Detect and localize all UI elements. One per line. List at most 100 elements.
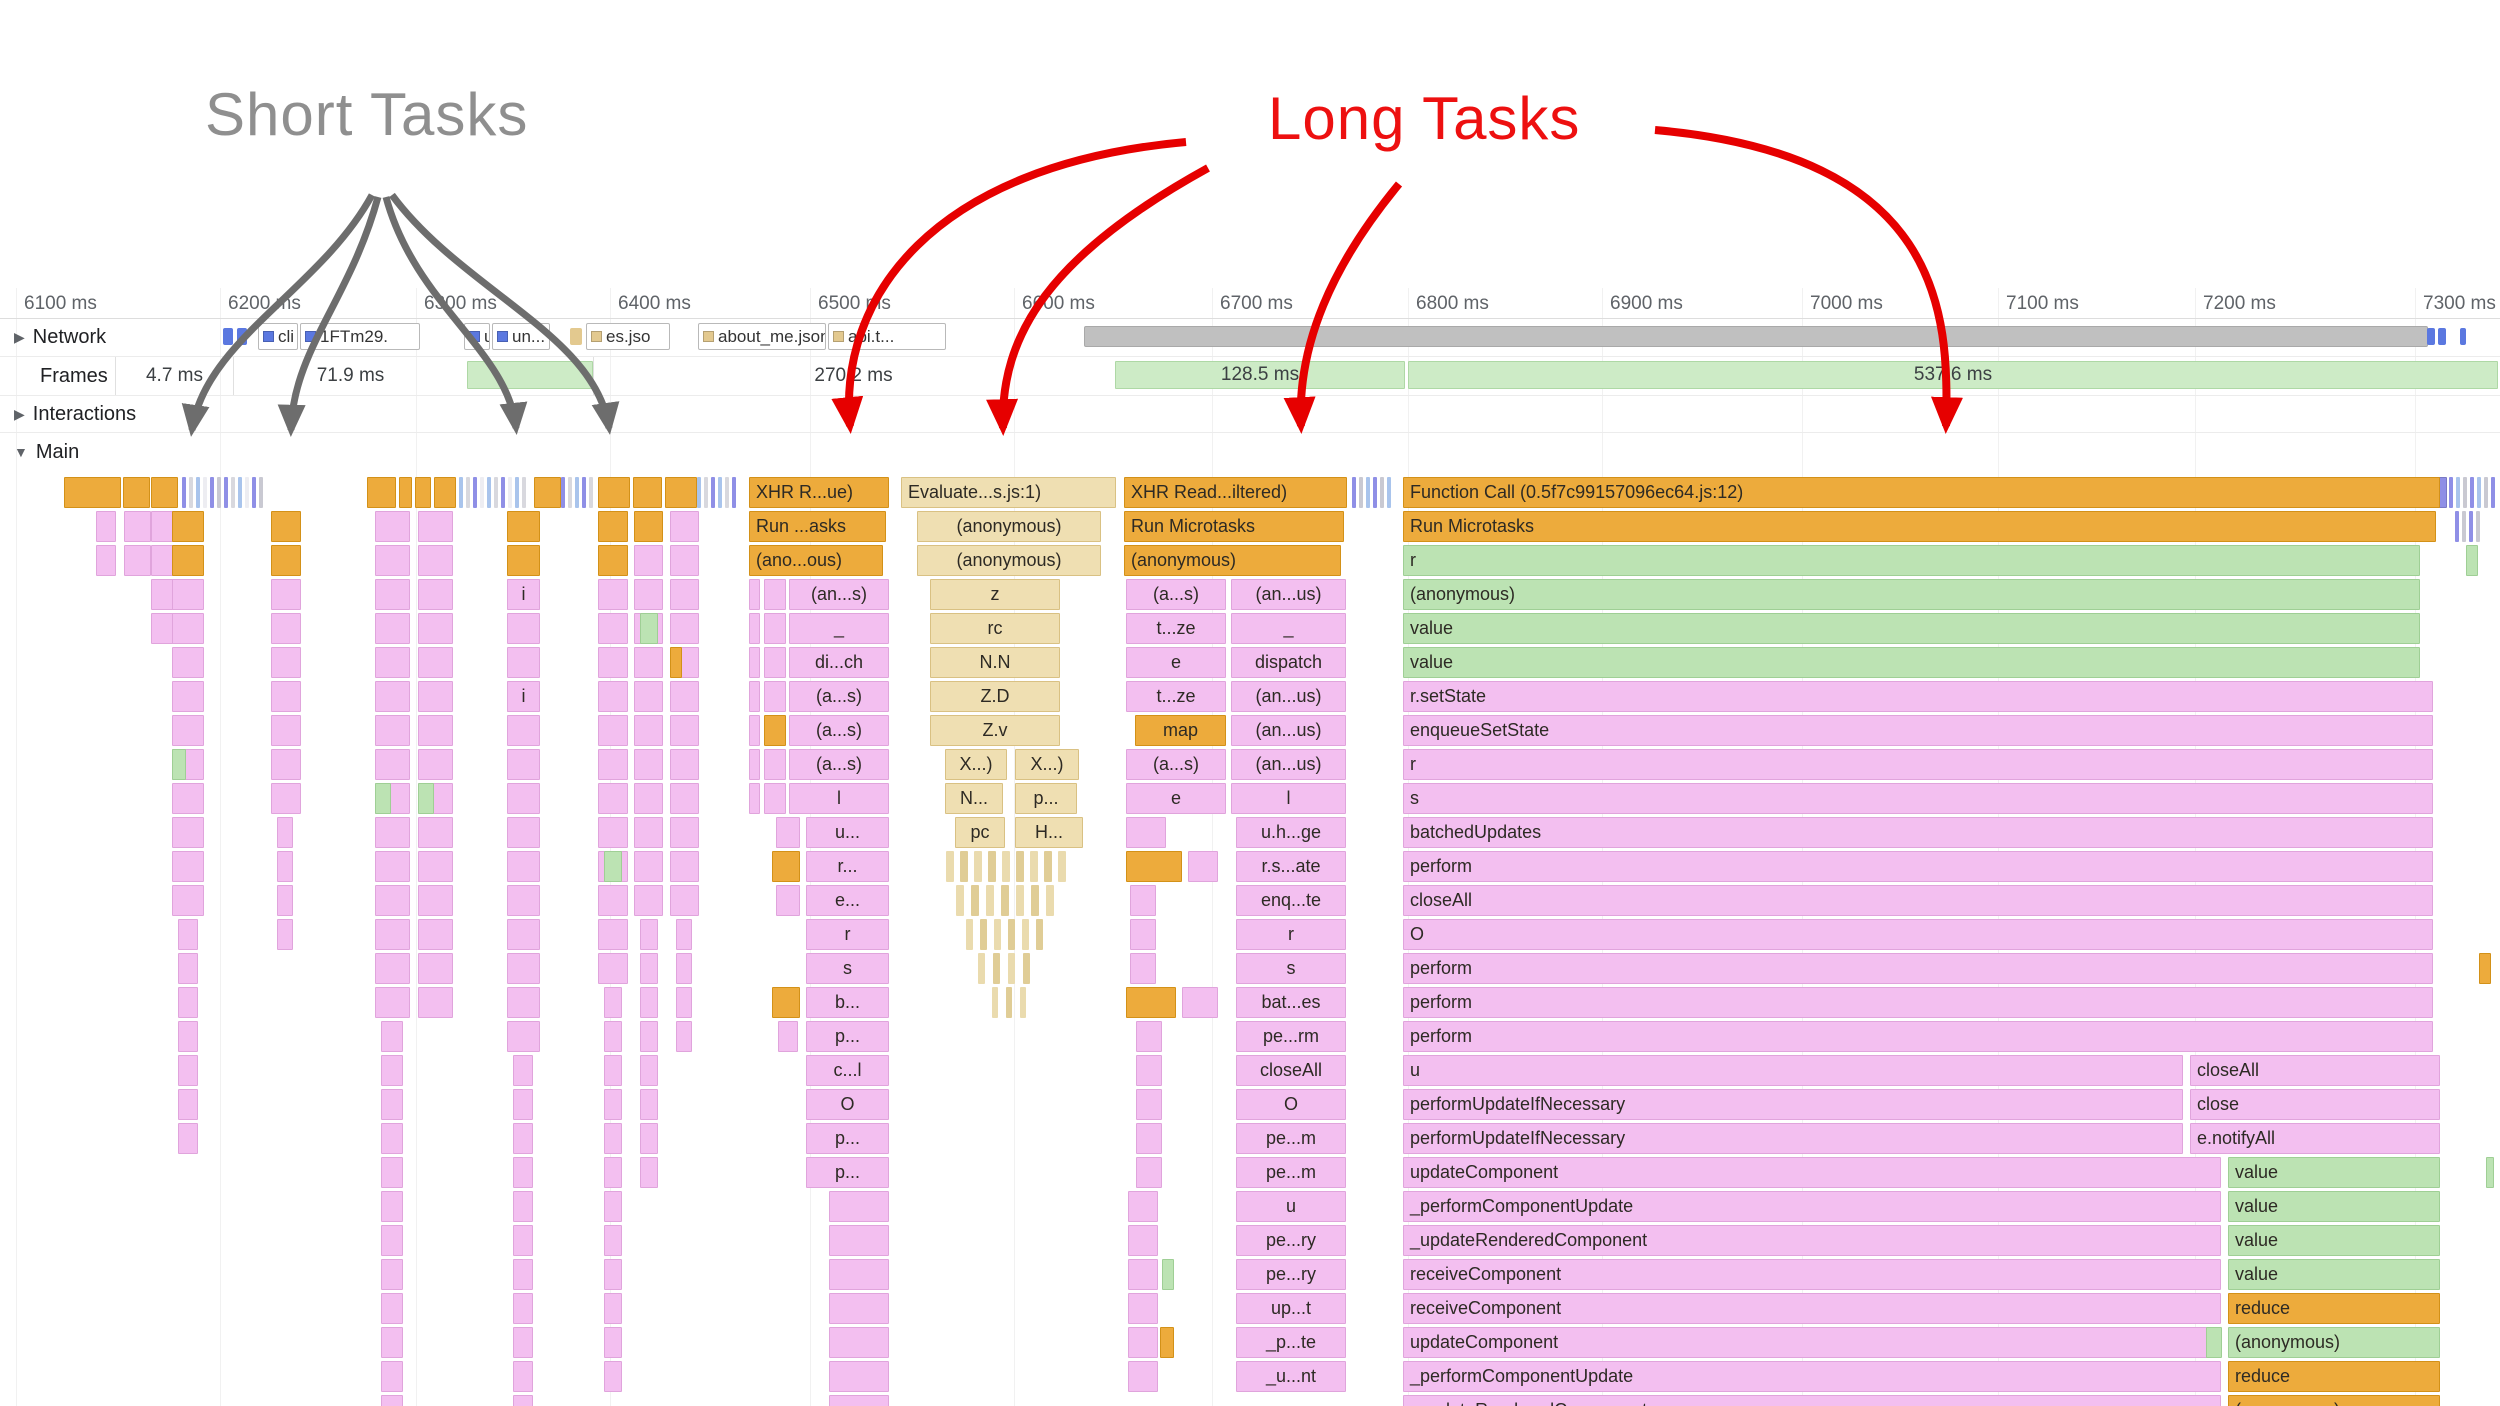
- flame-bar[interactable]: [670, 851, 699, 882]
- flame-bar[interactable]: [381, 1259, 403, 1290]
- flame-bar[interactable]: (a...s): [1126, 579, 1226, 610]
- flame-bar[interactable]: XHR Read...iltered): [1124, 477, 1347, 508]
- flame-bar[interactable]: [749, 613, 760, 644]
- flame-micro-task-stripe[interactable]: [2491, 477, 2495, 508]
- flame-micro-task-stripe[interactable]: [231, 477, 235, 508]
- flame-bar[interactable]: [640, 1123, 658, 1154]
- flame-bar[interactable]: p...: [1015, 783, 1077, 814]
- flame-micro-task-stripe[interactable]: [1020, 987, 1026, 1018]
- flame-bar[interactable]: updateComponent: [1403, 1157, 2221, 1188]
- flame-bar[interactable]: [604, 1123, 622, 1154]
- flame-bar[interactable]: [634, 783, 663, 814]
- flame-micro-task-stripe[interactable]: [2477, 477, 2481, 508]
- flame-bar[interactable]: perform: [1403, 1021, 2433, 1052]
- flame-bar[interactable]: [277, 885, 293, 916]
- flame-micro-task-stripe[interactable]: [480, 477, 484, 508]
- flame-bar[interactable]: value: [2228, 1259, 2440, 1290]
- flame-bar[interactable]: [375, 579, 410, 610]
- flame-bar[interactable]: _u...nt: [1236, 1361, 1346, 1392]
- flame-bar[interactable]: [634, 647, 663, 678]
- flame-bar[interactable]: p...: [806, 1123, 889, 1154]
- flame-bar[interactable]: [634, 715, 663, 746]
- flame-micro-task-stripe[interactable]: [182, 477, 186, 508]
- flame-micro-task-stripe[interactable]: [988, 851, 996, 882]
- flame-bar[interactable]: [829, 1293, 889, 1324]
- flame-bar[interactable]: _: [789, 613, 889, 644]
- flame-bar[interactable]: pe...rm: [1236, 1021, 1346, 1052]
- flame-bar[interactable]: [418, 681, 453, 712]
- flame-bar[interactable]: [507, 851, 540, 882]
- flame-micro-task-stripe[interactable]: [210, 477, 214, 508]
- flame-bar[interactable]: [513, 1055, 533, 1086]
- flame-bar[interactable]: O: [1403, 919, 2433, 950]
- flame-bar[interactable]: [1128, 1327, 1158, 1358]
- flame-bar[interactable]: [507, 919, 540, 950]
- flame-bar[interactable]: [418, 545, 453, 576]
- interactions-lane-toggle[interactable]: ▶ Interactions: [14, 396, 136, 432]
- flame-bar[interactable]: z: [930, 579, 1060, 610]
- flame-bar[interactable]: u: [1403, 1055, 2183, 1086]
- flame-micro-task-stripe[interactable]: [1030, 851, 1038, 882]
- flame-bar[interactable]: [598, 817, 628, 848]
- flame-bar[interactable]: e.notifyAll: [2190, 1123, 2440, 1154]
- flame-bar[interactable]: [178, 1055, 198, 1086]
- flame-bar[interactable]: [604, 1361, 622, 1392]
- flame-micro-task-stripe[interactable]: [974, 851, 982, 882]
- flame-bar[interactable]: [271, 511, 301, 542]
- flame-bar[interactable]: [598, 749, 628, 780]
- flame-bar[interactable]: [178, 1123, 198, 1154]
- flame-bar[interactable]: _: [1231, 613, 1346, 644]
- flame-micro-task-stripe[interactable]: [1373, 477, 1377, 508]
- flame-bar[interactable]: [513, 1293, 533, 1324]
- main-lane-toggle[interactable]: ▼ Main: [14, 433, 79, 471]
- flame-bar[interactable]: t...ze: [1126, 613, 1226, 644]
- flame-bar[interactable]: (anonymous): [1403, 579, 2420, 610]
- flame-bar[interactable]: e: [1126, 647, 1226, 678]
- flame-bar[interactable]: [634, 749, 663, 780]
- flame-bar[interactable]: [418, 953, 453, 984]
- flame-bar[interactable]: [507, 613, 540, 644]
- flame-bar[interactable]: [2486, 1157, 2494, 1188]
- flame-bar[interactable]: [604, 1089, 622, 1120]
- flame-bar[interactable]: [375, 681, 410, 712]
- flame-bar[interactable]: u.h...ge: [1236, 817, 1346, 848]
- flame-micro-task-stripe[interactable]: [196, 477, 200, 508]
- flame-bar[interactable]: rc: [930, 613, 1060, 644]
- flame-bar[interactable]: [271, 613, 301, 644]
- flame-bar[interactable]: pe...m: [1236, 1157, 1346, 1188]
- flame-bar[interactable]: [670, 749, 699, 780]
- flame-bar[interactable]: [513, 1191, 533, 1222]
- flame-bar[interactable]: [829, 1361, 889, 1392]
- flame-bar[interactable]: _updateRenderedComponent: [1403, 1395, 2221, 1406]
- flame-bar[interactable]: _performComponentUpdate: [1403, 1191, 2221, 1222]
- flame-bar[interactable]: [764, 647, 786, 678]
- flame-bar[interactable]: (anonymous): [1124, 545, 1341, 576]
- flame-bar[interactable]: [670, 783, 699, 814]
- flame-bar[interactable]: Function Call (0.5f7c99157096ec64.js:12): [1403, 477, 2440, 508]
- flame-bar[interactable]: [829, 1259, 889, 1290]
- flame-bar[interactable]: [178, 919, 198, 950]
- flame-micro-task-stripe[interactable]: [2455, 511, 2459, 542]
- flame-bar[interactable]: [381, 1361, 403, 1392]
- flame-bar[interactable]: [670, 715, 699, 746]
- flame-bar[interactable]: Run ...asks: [749, 511, 886, 542]
- network-request-item[interactable]: cli: [258, 323, 298, 350]
- flame-micro-task-stripe[interactable]: [2469, 511, 2473, 542]
- flame-bar[interactable]: i: [507, 579, 540, 610]
- flame-bar[interactable]: X...): [945, 749, 1007, 780]
- flame-bar[interactable]: s: [806, 953, 889, 984]
- flame-micro-task-stripe[interactable]: [508, 477, 512, 508]
- flame-bar[interactable]: closeAll: [1403, 885, 2433, 916]
- flame-bar[interactable]: [507, 1021, 540, 1052]
- flame-bar[interactable]: [598, 477, 630, 508]
- flame-bar[interactable]: [507, 511, 540, 542]
- flame-bar[interactable]: (an...us): [1231, 715, 1346, 746]
- flame-micro-task-stripe[interactable]: [697, 477, 701, 508]
- flame-bar[interactable]: e: [1126, 783, 1226, 814]
- flame-bar[interactable]: map: [1135, 715, 1226, 746]
- flame-micro-task-stripe[interactable]: [960, 851, 968, 882]
- flame-bar[interactable]: closeAll: [1236, 1055, 1346, 1086]
- flame-bar[interactable]: enq...te: [1236, 885, 1346, 916]
- flame-bar[interactable]: [277, 851, 293, 882]
- frame-segment[interactable]: 537.6 ms: [1408, 361, 2498, 389]
